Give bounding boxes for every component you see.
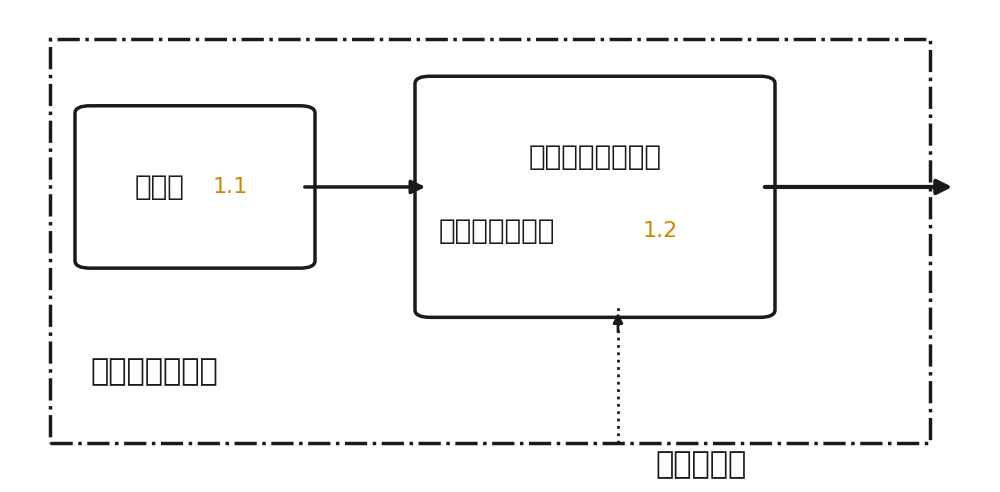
Text: 1.1: 1.1 — [212, 177, 248, 197]
Text: 种子源: 种子源 — [135, 173, 185, 201]
Text: 1.2: 1.2 — [642, 221, 678, 241]
FancyBboxPatch shape — [415, 76, 775, 317]
Text: 基于单边带调制器: 基于单边带调制器 — [528, 144, 662, 171]
FancyBboxPatch shape — [75, 106, 315, 268]
Text: 反馈电信号: 反馈电信号 — [655, 451, 746, 479]
Text: 的循环移频环路: 的循环移频环路 — [439, 217, 555, 245]
Text: 多载波光源模块: 多载波光源模块 — [90, 357, 218, 386]
